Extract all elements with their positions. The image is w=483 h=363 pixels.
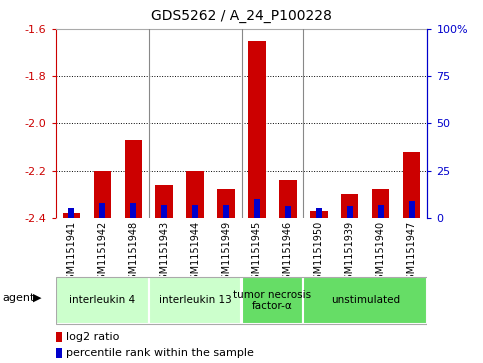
Bar	[217, 189, 235, 218]
Text: GSM1151940: GSM1151940	[376, 221, 386, 286]
Bar	[186, 171, 203, 218]
Bar	[62, 213, 80, 218]
Bar	[242, 277, 303, 324]
Bar	[99, 203, 105, 218]
Text: unstimulated: unstimulated	[331, 295, 400, 305]
Text: percentile rank within the sample: percentile rank within the sample	[66, 348, 254, 358]
Text: GSM1151943: GSM1151943	[159, 221, 169, 286]
Bar	[125, 140, 142, 218]
Bar	[378, 205, 384, 218]
Text: interleukin 13: interleukin 13	[158, 295, 231, 305]
Bar	[130, 203, 136, 218]
Text: GSM1151945: GSM1151945	[252, 221, 262, 286]
Bar	[156, 185, 172, 218]
Bar	[409, 201, 415, 218]
Text: GSM1151946: GSM1151946	[283, 221, 293, 286]
Bar	[254, 199, 260, 218]
Text: GSM1151948: GSM1151948	[128, 221, 138, 286]
Bar	[341, 194, 358, 218]
Text: interleukin 4: interleukin 4	[69, 295, 135, 305]
Bar	[303, 277, 427, 324]
Bar	[280, 180, 297, 218]
Text: GDS5262 / A_24_P100228: GDS5262 / A_24_P100228	[151, 9, 332, 23]
Text: agent: agent	[2, 293, 35, 303]
Bar	[403, 152, 421, 218]
Bar	[316, 208, 322, 218]
Text: tumor necrosis
factor-α: tumor necrosis factor-α	[233, 290, 312, 311]
Bar	[223, 205, 229, 218]
Bar	[285, 207, 291, 218]
Bar	[149, 277, 242, 324]
Text: GSM1151947: GSM1151947	[407, 221, 417, 286]
Text: GSM1151949: GSM1151949	[221, 221, 231, 286]
Bar	[161, 205, 167, 218]
Text: GSM1151939: GSM1151939	[345, 221, 355, 286]
Bar	[56, 348, 62, 358]
Text: GSM1151941: GSM1151941	[66, 221, 76, 286]
Bar	[192, 205, 198, 218]
Bar	[94, 171, 111, 218]
Text: GSM1151950: GSM1151950	[314, 221, 324, 286]
Bar	[347, 207, 353, 218]
Bar	[372, 189, 389, 218]
Bar	[56, 333, 62, 342]
Text: GSM1151944: GSM1151944	[190, 221, 200, 286]
Text: ▶: ▶	[33, 293, 42, 303]
Text: GSM1151942: GSM1151942	[97, 221, 107, 286]
Bar	[248, 41, 266, 218]
Bar	[56, 277, 149, 324]
Bar	[68, 208, 74, 218]
Bar	[311, 211, 327, 218]
Text: log2 ratio: log2 ratio	[66, 333, 119, 342]
